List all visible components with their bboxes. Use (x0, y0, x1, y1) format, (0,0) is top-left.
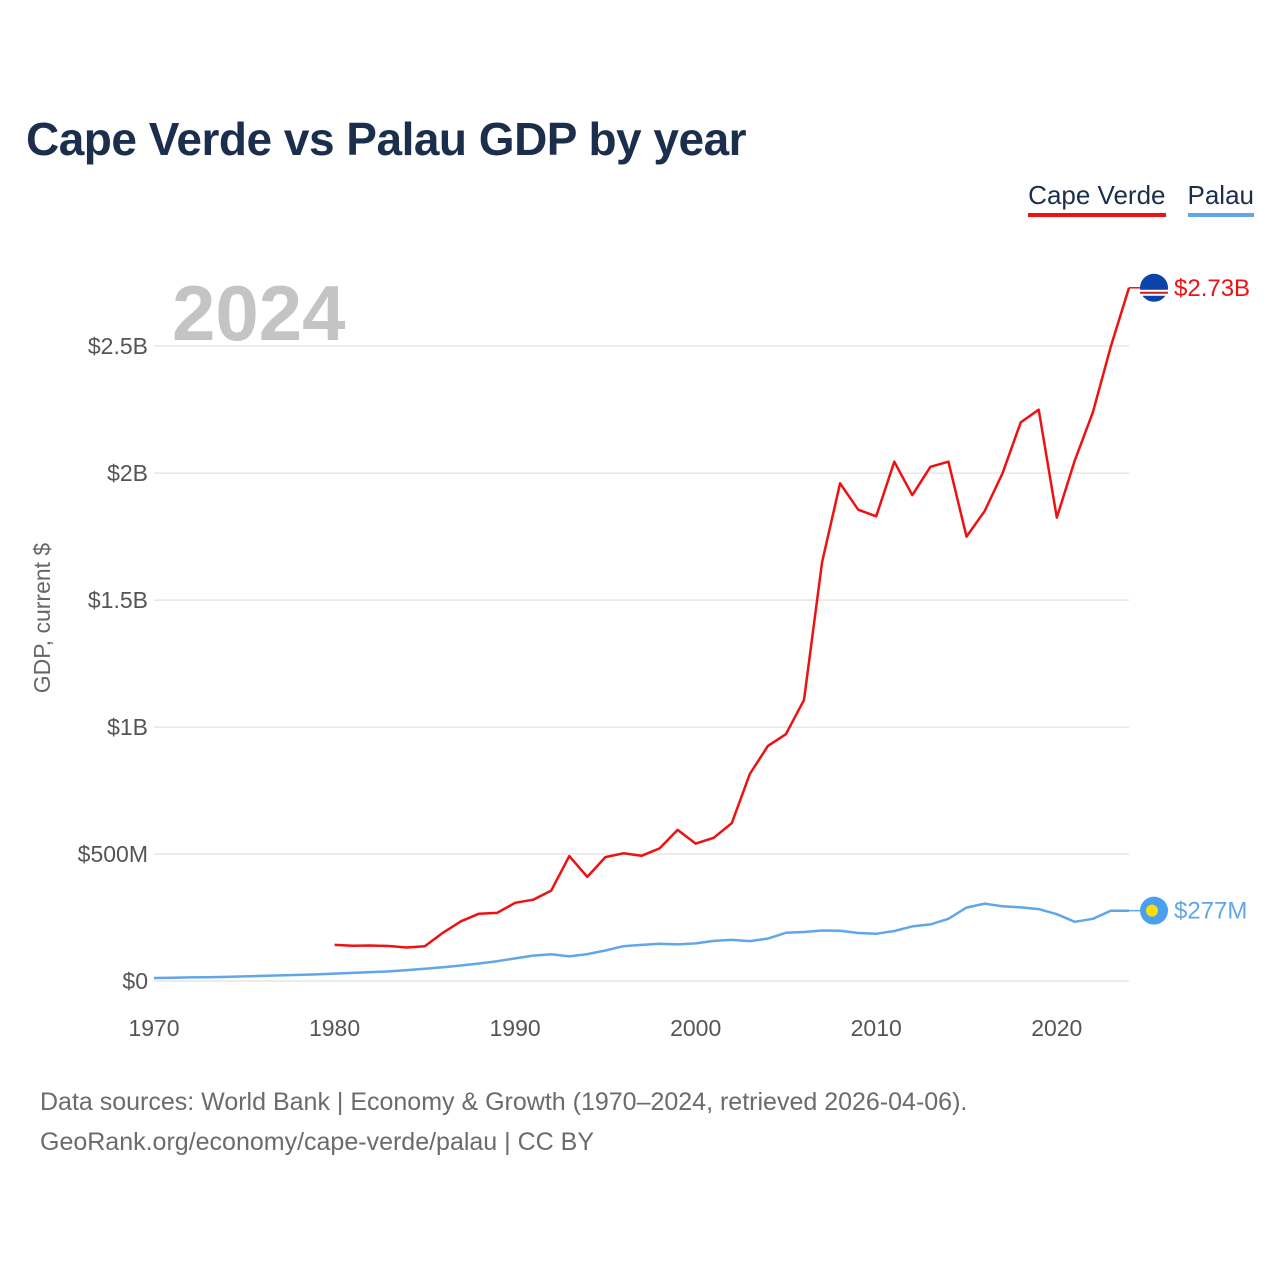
source-line-2[interactable]: GeoRank.org/economy/cape-verde/palau | C… (40, 1128, 595, 1156)
y-tick-label: $500M (78, 841, 148, 867)
flag-moon (1146, 904, 1158, 917)
y-axis-label: GDP, current $ (29, 543, 55, 694)
y-tick-label: $2.5B (88, 333, 148, 359)
series-lines (153, 287, 1131, 980)
year-overlay: 2024 (172, 269, 346, 357)
y-tick-label: $1B (107, 714, 148, 740)
x-tick-label: 2000 (670, 1015, 721, 1041)
legend: Cape Verde Palau (1028, 180, 1254, 217)
source-line-1: Data sources: World Bank | Economy & Gro… (40, 1088, 968, 1116)
y-tick-label: $0 (122, 968, 148, 994)
x-tick-label: 2020 (1031, 1015, 1082, 1041)
y-tick-label: $2B (107, 460, 148, 486)
end-label-palau: $277M (1174, 898, 1247, 925)
y-tick-label: $1.5B (88, 587, 148, 613)
x-tick-labels: 1970 1980 1990 2000 2010 2020 (128, 1015, 1082, 1041)
y-tick-labels: $0 $500M $1B $1.5B $2B $2.5B (78, 333, 148, 994)
series-line-palau (153, 902, 1129, 980)
chart-title: Cape Verde vs Palau GDP by year (26, 113, 747, 165)
legend-item-cape-verde[interactable]: Cape Verde (1028, 180, 1166, 217)
series-line-cape-verde (334, 287, 1131, 949)
grid-lines (154, 345, 1129, 982)
x-tick-label: 1970 (128, 1015, 179, 1041)
end-label-cape-verde: $2.73B (1174, 275, 1250, 302)
flag-stripe-white-2 (1140, 293, 1168, 296)
cape-verde-flag-icon (1140, 273, 1168, 302)
flag-stripe-red (1140, 291, 1168, 294)
end-markers: $2.73B $277M (1129, 273, 1250, 925)
legend-item-palau[interactable]: Palau (1187, 180, 1254, 217)
x-tick-label: 1990 (490, 1015, 541, 1041)
flag-stripe-white (1140, 289, 1168, 293)
source-note: Data sources: World Bank | Economy & Gro… (40, 1082, 967, 1162)
x-tick-label: 2010 (851, 1015, 902, 1041)
x-tick-label: 1980 (309, 1015, 360, 1041)
